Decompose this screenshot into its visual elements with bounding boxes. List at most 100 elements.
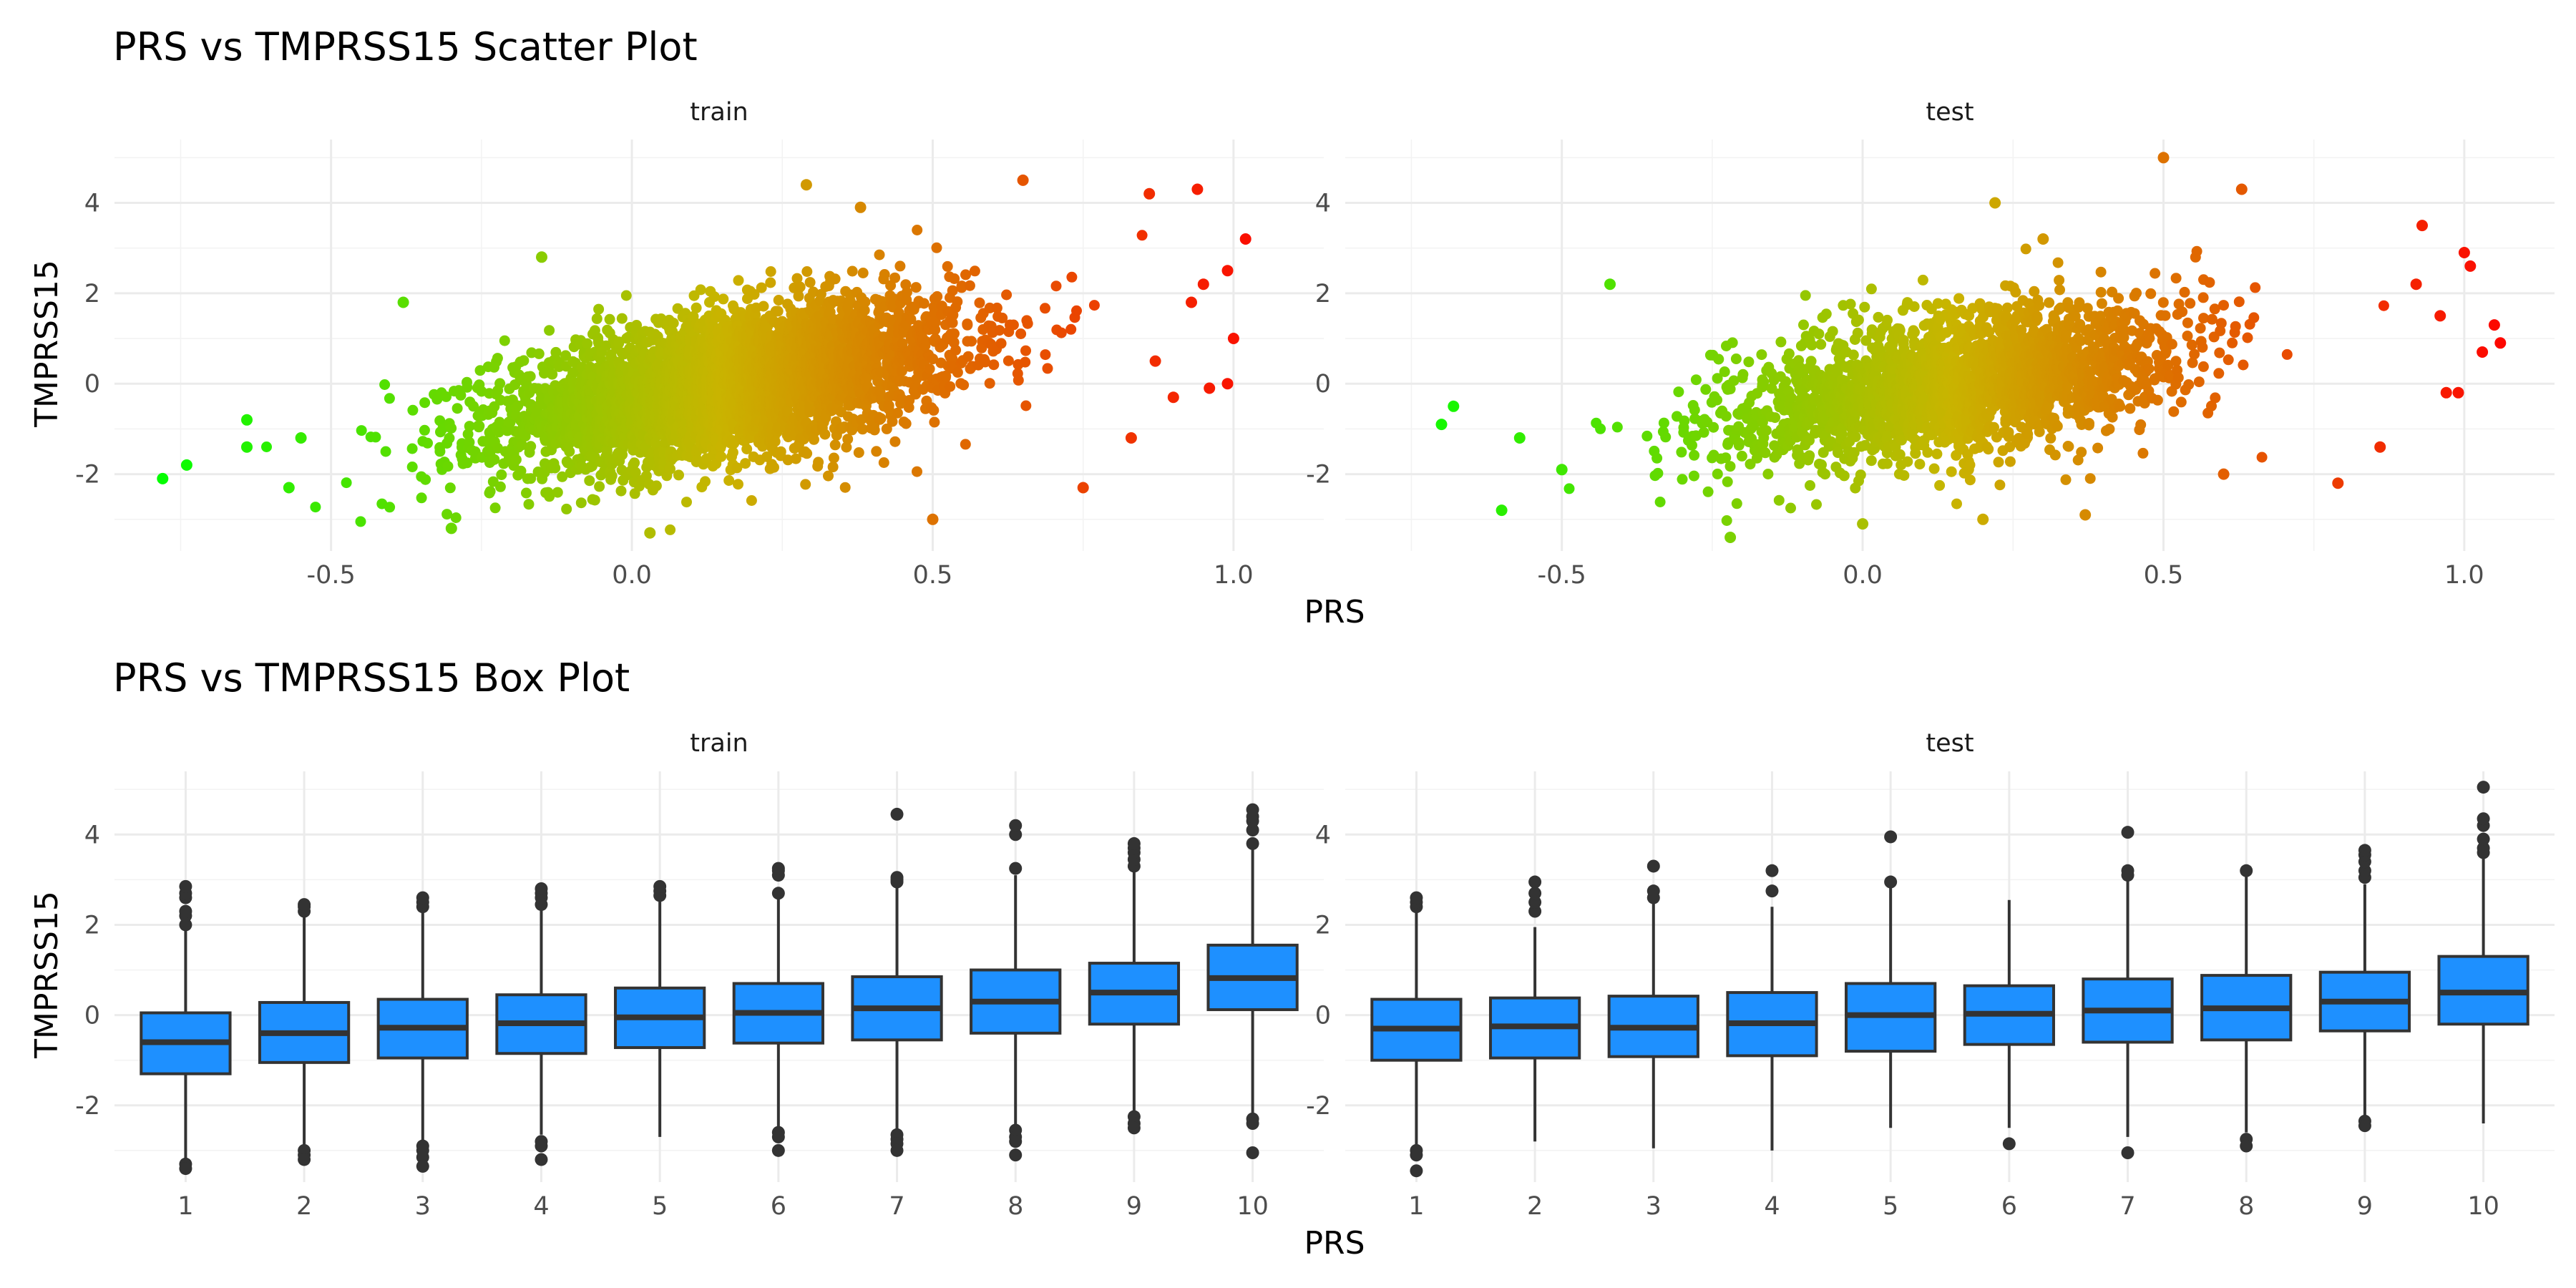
scatter-point — [809, 434, 819, 445]
scatter-point — [1191, 183, 1204, 195]
scatter-point — [945, 381, 956, 392]
scatter-point — [1805, 356, 1817, 367]
scatter-point — [406, 443, 418, 454]
scatter-point — [1838, 470, 1850, 482]
scatter-point — [1719, 366, 1730, 377]
scatter-point — [295, 432, 307, 444]
scatter-point — [1757, 416, 1768, 428]
scatter-point — [445, 522, 457, 535]
scatter-point — [791, 273, 803, 284]
scatter-point — [1700, 384, 1712, 395]
scatter-point — [444, 482, 456, 494]
scatter-point — [489, 454, 500, 465]
scatter-point — [1785, 502, 1796, 514]
scatter-point — [1898, 470, 1910, 481]
scatter-point — [419, 397, 431, 409]
scatter-point — [550, 346, 562, 358]
scatter-point — [857, 268, 869, 278]
scatter-point — [765, 266, 776, 277]
scatter-point — [261, 441, 272, 452]
scatter-point — [1022, 318, 1033, 329]
scatter-point — [615, 485, 627, 497]
scatter-point — [510, 454, 522, 465]
scatter-point — [958, 379, 970, 391]
scatter-point — [370, 431, 381, 443]
scatter-point — [700, 476, 711, 487]
scatter-point — [1931, 448, 1943, 459]
scatter-point — [1712, 468, 1723, 479]
scatter-point — [823, 470, 834, 482]
scatter-point — [1002, 355, 1014, 366]
scatter-point — [575, 497, 587, 509]
scatter-point — [1017, 174, 1029, 186]
scatter-point — [881, 423, 892, 434]
scatter-point — [1239, 233, 1252, 245]
scatter-point — [1783, 348, 1795, 359]
scatter-point — [1677, 474, 1688, 485]
scatter-point — [406, 462, 418, 472]
scatter-point — [801, 448, 813, 459]
scatter-point — [819, 429, 831, 440]
scatter-point — [1065, 323, 1077, 335]
scatter-point — [924, 364, 935, 375]
scatter-point — [927, 513, 939, 525]
scatter-point — [769, 436, 781, 447]
scatter-point — [942, 260, 953, 272]
scatter-point — [593, 303, 605, 315]
scatter-point — [1221, 378, 1234, 390]
scatter-point — [889, 436, 901, 447]
y-tick-label: -2 — [1306, 461, 1331, 489]
scatter-point — [901, 287, 912, 298]
scatter-point — [756, 282, 767, 293]
scatter-point — [731, 462, 743, 474]
scatter-point — [1852, 327, 1863, 338]
scatter-point — [1769, 440, 1780, 452]
scatter-point — [489, 502, 501, 514]
scatter-point — [854, 201, 867, 213]
scatter-point — [341, 477, 352, 489]
y-tick-label: 0 — [84, 370, 100, 399]
scatter-point — [575, 453, 587, 464]
scatter-point — [1042, 363, 1053, 374]
scatter-point — [668, 318, 679, 328]
scatter-point — [853, 447, 864, 458]
scatter-point — [1008, 319, 1019, 331]
scatter-point — [681, 497, 692, 508]
scatter-point — [1811, 499, 1822, 510]
scatter-point — [1798, 319, 1809, 331]
scatter-point — [962, 351, 974, 362]
scatter-point — [629, 457, 640, 469]
scatter-point — [547, 369, 558, 380]
scatter-point — [589, 494, 600, 506]
scatter-point — [442, 461, 454, 472]
scatter-point — [420, 474, 431, 485]
scatter-point — [746, 495, 757, 506]
scatter-point — [974, 297, 985, 308]
scatter-point — [518, 355, 530, 366]
scatter-point — [1654, 497, 1666, 507]
scatter-point — [1136, 230, 1148, 241]
scatter-point — [180, 459, 192, 471]
scatter-point — [536, 251, 547, 263]
scatter-strip-train: train — [690, 98, 748, 127]
scatter-point — [775, 446, 786, 457]
scatter-point — [1743, 356, 1755, 368]
scatter-point — [441, 391, 452, 402]
scatter-point — [544, 491, 555, 502]
y-tick-label: 4 — [1315, 189, 1331, 218]
scatter-point — [723, 475, 735, 486]
scatter-point — [1720, 411, 1732, 422]
scatter-point — [889, 272, 901, 283]
scatter-point — [813, 457, 824, 468]
scatter-point — [829, 439, 841, 451]
scatter-point — [1736, 450, 1747, 462]
scatter-point — [1679, 415, 1690, 426]
scatter-point — [828, 452, 839, 464]
x-tick-label: -0.5 — [1538, 561, 1586, 590]
scatter-point — [879, 269, 890, 280]
scatter-point — [241, 441, 253, 453]
scatter-point — [494, 481, 506, 492]
scatter-point — [708, 291, 720, 303]
scatter-point — [1845, 298, 1856, 310]
